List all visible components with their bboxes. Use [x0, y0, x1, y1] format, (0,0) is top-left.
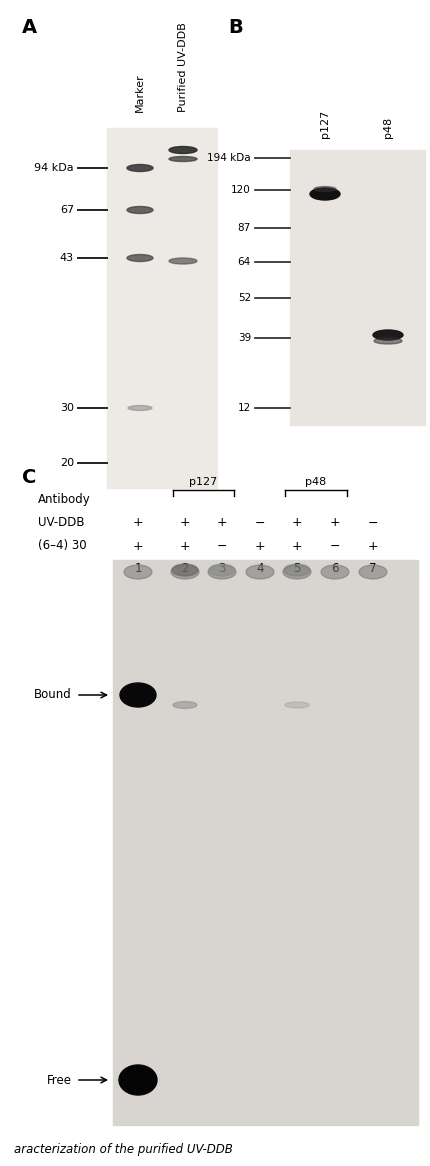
Text: Purified UV-DDB: Purified UV-DDB	[178, 22, 188, 112]
Text: 43: 43	[60, 253, 74, 264]
Ellipse shape	[285, 702, 309, 708]
Text: p48: p48	[383, 117, 393, 138]
Text: p127: p127	[320, 110, 330, 138]
Text: p48: p48	[305, 477, 327, 487]
Text: Marker: Marker	[135, 73, 145, 112]
Text: +: +	[180, 540, 190, 553]
Ellipse shape	[128, 406, 152, 410]
Bar	[290, 150, 425, 424]
Text: B: B	[228, 17, 243, 37]
Text: +: +	[368, 540, 378, 553]
Text: −: −	[368, 517, 378, 529]
Text: 52: 52	[238, 293, 251, 303]
Ellipse shape	[283, 566, 311, 580]
Ellipse shape	[169, 258, 197, 264]
Text: −: −	[330, 540, 340, 553]
Ellipse shape	[374, 338, 402, 344]
Text: +: +	[292, 540, 302, 553]
Text: +: +	[330, 517, 340, 529]
Ellipse shape	[172, 564, 198, 576]
Text: C: C	[22, 468, 37, 487]
Ellipse shape	[127, 254, 153, 261]
Text: 194 kDa: 194 kDa	[207, 153, 251, 163]
Text: (6–4) 30: (6–4) 30	[38, 540, 86, 553]
Text: 6: 6	[331, 562, 339, 576]
Ellipse shape	[310, 188, 340, 201]
Bar	[113, 560, 418, 1125]
Text: −: −	[255, 517, 265, 529]
Text: +: +	[217, 517, 227, 529]
Ellipse shape	[209, 564, 235, 576]
Ellipse shape	[124, 566, 152, 580]
Text: UV-DDB: UV-DDB	[38, 517, 85, 529]
Ellipse shape	[127, 206, 153, 213]
Ellipse shape	[246, 566, 274, 580]
Text: +: +	[133, 540, 143, 553]
Text: Free: Free	[47, 1074, 72, 1087]
Text: 5: 5	[293, 562, 301, 576]
Bar	[107, 128, 217, 489]
Text: −: −	[217, 540, 227, 553]
Text: 3: 3	[218, 562, 226, 576]
Ellipse shape	[119, 1065, 157, 1095]
Ellipse shape	[208, 566, 236, 580]
Text: 94 kDa: 94 kDa	[34, 163, 74, 173]
Ellipse shape	[169, 156, 197, 162]
Text: aracterization of the purified UV-DDB: aracterization of the purified UV-DDB	[14, 1144, 233, 1157]
Ellipse shape	[120, 683, 156, 707]
Text: 39: 39	[238, 333, 251, 343]
Ellipse shape	[321, 566, 349, 580]
Text: +: +	[133, 517, 143, 529]
Ellipse shape	[171, 566, 199, 580]
Text: 7: 7	[369, 562, 377, 576]
Text: A: A	[22, 17, 37, 37]
Text: p127: p127	[189, 477, 218, 487]
Text: Antibody: Antibody	[38, 493, 91, 506]
Ellipse shape	[284, 564, 310, 576]
Text: 20: 20	[60, 458, 74, 468]
Ellipse shape	[169, 147, 197, 154]
Text: 67: 67	[60, 205, 74, 215]
Text: +: +	[255, 540, 265, 553]
Ellipse shape	[373, 330, 403, 340]
Text: 64: 64	[238, 257, 251, 267]
Text: 2: 2	[181, 562, 189, 576]
Text: Bound: Bound	[34, 688, 72, 702]
Ellipse shape	[173, 702, 197, 709]
Text: 87: 87	[238, 223, 251, 233]
Ellipse shape	[314, 187, 336, 191]
Text: 120: 120	[231, 185, 251, 195]
Text: 1: 1	[134, 562, 142, 576]
Text: 4: 4	[256, 562, 264, 576]
Text: +: +	[180, 517, 190, 529]
Text: +: +	[292, 517, 302, 529]
Ellipse shape	[127, 164, 153, 171]
Ellipse shape	[359, 566, 387, 580]
Text: 12: 12	[238, 403, 251, 413]
Text: 30: 30	[60, 403, 74, 413]
